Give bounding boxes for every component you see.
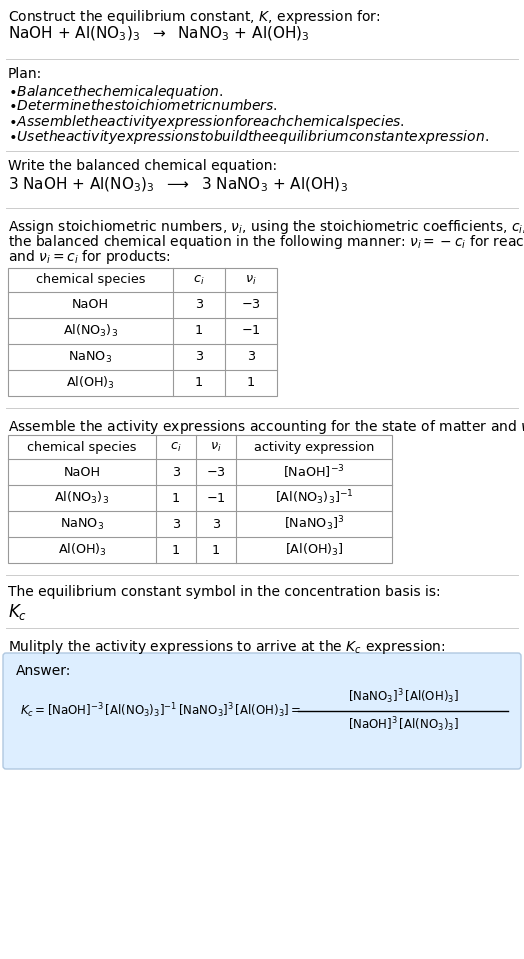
Text: $[\mathrm{NaNO_3}]^3\,[\mathrm{Al(OH)_3}]$: $[\mathrm{NaNO_3}]^3\,[\mathrm{Al(OH)_3}… <box>347 688 458 707</box>
Text: $\bullet  Balance the chemical equation.$: $\bullet Balance the chemical equation.$ <box>8 83 223 101</box>
Text: 3: 3 <box>172 518 180 530</box>
Text: [NaOH]$^{-3}$: [NaOH]$^{-3}$ <box>283 463 345 480</box>
Text: NaOH: NaOH <box>72 298 109 312</box>
Text: chemical species: chemical species <box>27 440 137 454</box>
Text: $\bullet  Use the activity expressions to build the equilibrium constant express: $\bullet Use the activity expressions to… <box>8 128 489 146</box>
Text: Assemble the activity expressions accounting for the state of matter and $\nu_i$: Assemble the activity expressions accoun… <box>8 418 524 436</box>
Text: Al(OH)$_3$: Al(OH)$_3$ <box>58 542 106 558</box>
Text: NaNO$_3$: NaNO$_3$ <box>69 349 113 364</box>
Text: chemical species: chemical species <box>36 273 145 287</box>
Text: 1: 1 <box>195 324 203 338</box>
Text: $c_i$: $c_i$ <box>193 273 205 287</box>
Text: 3: 3 <box>212 518 220 530</box>
Text: The equilibrium constant symbol in the concentration basis is:: The equilibrium constant symbol in the c… <box>8 585 441 599</box>
Text: NaOH + Al(NO$_3$)$_3$  $\rightarrow$  NaNO$_3$ + Al(OH)$_3$: NaOH + Al(NO$_3$)$_3$ $\rightarrow$ NaNO… <box>8 25 310 43</box>
Text: $[\mathrm{NaOH}]^3\,[\mathrm{Al(NO_3)_3}]$: $[\mathrm{NaOH}]^3\,[\mathrm{Al(NO_3)_3}… <box>347 715 458 735</box>
Text: Al(NO$_3$)$_3$: Al(NO$_3$)$_3$ <box>54 490 110 506</box>
Text: $\bullet  Assemble the activity expression for each chemical species.$: $\bullet Assemble the activity expressio… <box>8 113 405 131</box>
Text: 1: 1 <box>247 377 255 389</box>
Text: $-3$: $-3$ <box>241 298 261 312</box>
Text: 3: 3 <box>195 350 203 363</box>
Text: 1: 1 <box>195 377 203 389</box>
Text: [Al(OH)$_3$]: [Al(OH)$_3$] <box>285 542 343 558</box>
Text: Al(OH)$_3$: Al(OH)$_3$ <box>66 375 115 391</box>
Text: $K_c = [\mathrm{NaOH}]^{-3}\,[\mathrm{Al(NO_3)_3}]^{-1}\,[\mathrm{NaNO_3}]^3\,[\: $K_c = [\mathrm{NaOH}]^{-3}\,[\mathrm{Al… <box>20 702 301 720</box>
Text: Plan:: Plan: <box>8 67 42 81</box>
Text: 3: 3 <box>195 298 203 312</box>
Bar <box>8 435 392 563</box>
Text: 1: 1 <box>212 544 220 556</box>
Text: [NaNO$_3$]$^3$: [NaNO$_3$]$^3$ <box>284 515 344 533</box>
Text: $\bullet  Determine the stoichiometric numbers.$: $\bullet Determine the stoichiometric nu… <box>8 98 278 113</box>
Text: $-1$: $-1$ <box>206 492 226 504</box>
Text: 1: 1 <box>172 492 180 504</box>
Text: 1: 1 <box>172 544 180 556</box>
Text: [Al(NO$_3$)$_3$]$^{-1}$: [Al(NO$_3$)$_3$]$^{-1}$ <box>275 489 353 507</box>
Text: NaOH: NaOH <box>63 465 101 479</box>
Text: $K_c$: $K_c$ <box>8 602 27 622</box>
Text: $\nu_i$: $\nu_i$ <box>210 440 222 454</box>
Text: the balanced chemical equation in the following manner: $\nu_i = -c_i$ for react: the balanced chemical equation in the fo… <box>8 233 524 251</box>
FancyBboxPatch shape <box>3 653 521 769</box>
Text: Mulitply the activity expressions to arrive at the $K_c$ expression:: Mulitply the activity expressions to arr… <box>8 638 445 656</box>
Text: Write the balanced chemical equation:: Write the balanced chemical equation: <box>8 159 277 173</box>
Text: Al(NO$_3$)$_3$: Al(NO$_3$)$_3$ <box>63 323 118 339</box>
Text: activity expression: activity expression <box>254 440 374 454</box>
Text: $-1$: $-1$ <box>241 324 261 338</box>
Text: $\nu_i$: $\nu_i$ <box>245 273 257 287</box>
Text: and $\nu_i = c_i$ for products:: and $\nu_i = c_i$ for products: <box>8 248 171 266</box>
Text: 3: 3 <box>247 350 255 363</box>
Text: Answer:: Answer: <box>16 664 71 678</box>
Text: $c_i$: $c_i$ <box>170 440 182 454</box>
Text: Assign stoichiometric numbers, $\nu_i$, using the stoichiometric coefficients, $: Assign stoichiometric numbers, $\nu_i$, … <box>8 218 524 236</box>
Text: 3 NaOH + Al(NO$_3$)$_3$  $\longrightarrow$  3 NaNO$_3$ + Al(OH)$_3$: 3 NaOH + Al(NO$_3$)$_3$ $\longrightarrow… <box>8 176 348 195</box>
Text: Construct the equilibrium constant, $K$, expression for:: Construct the equilibrium constant, $K$,… <box>8 8 380 26</box>
Bar <box>8 268 277 396</box>
Text: NaNO$_3$: NaNO$_3$ <box>60 517 104 531</box>
Text: 3: 3 <box>172 465 180 479</box>
Text: $-3$: $-3$ <box>206 465 226 479</box>
